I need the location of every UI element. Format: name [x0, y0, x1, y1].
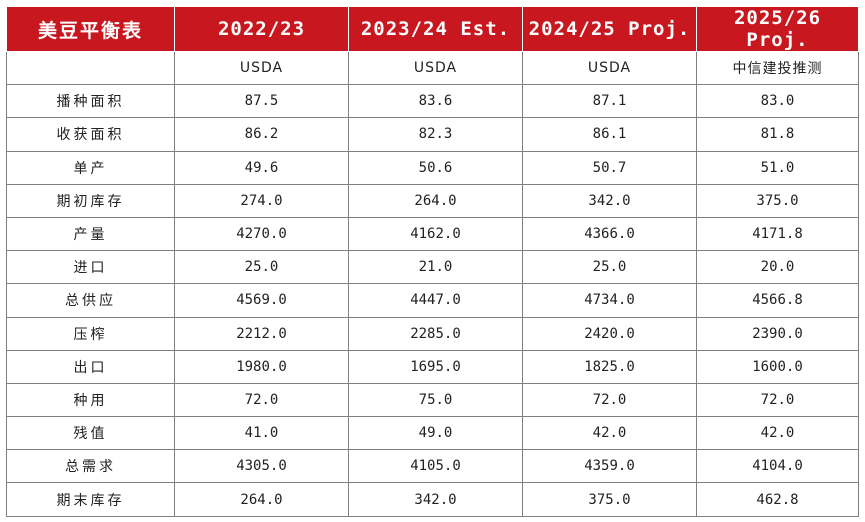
value-cell: 4366.0	[522, 216, 697, 252]
value-cell: 462.8	[696, 482, 859, 517]
value-cell: 264.0	[348, 183, 523, 218]
value-cell: 83.0	[696, 84, 859, 119]
table-row: 进口 25.0 21.0 25.0 20.0	[6, 250, 859, 285]
value-cell: 1825.0	[522, 349, 697, 384]
value-cell: 375.0	[522, 482, 697, 517]
row-label: 总需求	[6, 449, 175, 484]
row-label: 压榨	[6, 316, 175, 351]
value-cell: 20.0	[696, 250, 859, 285]
value-cell: 4171.8	[696, 216, 859, 252]
value-cell: 4569.0	[174, 283, 349, 318]
source-row: USDA USDA USDA 中信建投推测	[6, 50, 859, 86]
value-cell: 41.0	[174, 416, 349, 451]
source-cell: USDA	[174, 50, 349, 86]
value-cell: 50.6	[348, 150, 523, 185]
value-cell: 87.1	[522, 84, 697, 119]
value-cell: 2285.0	[348, 316, 523, 351]
column-header: 2022/23	[174, 6, 349, 52]
value-cell: 4270.0	[174, 216, 349, 252]
value-cell: 83.6	[348, 84, 523, 119]
row-label: 出口	[6, 349, 175, 384]
value-cell: 4566.8	[696, 283, 859, 318]
value-cell: 4734.0	[522, 283, 697, 318]
value-cell: 4447.0	[348, 283, 523, 318]
value-cell: 342.0	[522, 183, 697, 218]
table-row: 种用 72.0 75.0 72.0 72.0	[6, 382, 859, 418]
value-cell: 25.0	[522, 250, 697, 285]
value-cell: 21.0	[348, 250, 523, 285]
source-cell: USDA	[348, 50, 523, 86]
value-cell: 2420.0	[522, 316, 697, 351]
row-label: 产量	[6, 216, 175, 252]
value-cell: 81.8	[696, 117, 859, 152]
value-cell: 86.2	[174, 117, 349, 152]
value-cell: 1600.0	[696, 349, 859, 384]
table-row: 残值 41.0 49.0 42.0 42.0	[6, 416, 859, 451]
source-cell: 中信建投推测	[696, 50, 859, 86]
table-row: 单产 49.6 50.6 50.7 51.0	[6, 150, 859, 185]
header-row: 美豆平衡表 2022/23 2023/24 Est. 2024/25 Proj.…	[6, 6, 859, 52]
value-cell: 2212.0	[174, 316, 349, 351]
column-header: 2024/25 Proj.	[522, 6, 697, 52]
value-cell: 72.0	[696, 382, 859, 418]
table-title: 美豆平衡表	[6, 6, 175, 52]
table-row: 期末库存 264.0 342.0 375.0 462.8	[6, 482, 859, 517]
value-cell: 342.0	[348, 482, 523, 517]
table-row: 产量 4270.0 4162.0 4366.0 4171.8	[6, 216, 859, 252]
column-header: 2023/24 Est.	[348, 6, 523, 52]
value-cell: 4104.0	[696, 449, 859, 484]
value-cell: 49.0	[348, 416, 523, 451]
value-cell: 87.5	[174, 84, 349, 119]
column-header: 2025/26 Proj.	[696, 6, 859, 52]
table-row: 收获面积 86.2 82.3 86.1 81.8	[6, 117, 859, 152]
value-cell: 1980.0	[174, 349, 349, 384]
value-cell: 42.0	[522, 416, 697, 451]
row-label: 总供应	[6, 283, 175, 318]
value-cell: 375.0	[696, 183, 859, 218]
soybean-balance-table: 美豆平衡表 2022/23 2023/24 Est. 2024/25 Proj.…	[6, 6, 859, 517]
value-cell: 274.0	[174, 183, 349, 218]
table-row: 总需求 4305.0 4105.0 4359.0 4104.0	[6, 449, 859, 484]
value-cell: 42.0	[696, 416, 859, 451]
value-cell: 264.0	[174, 482, 349, 517]
table-row: 出口 1980.0 1695.0 1825.0 1600.0	[6, 349, 859, 384]
value-cell: 2390.0	[696, 316, 859, 351]
value-cell: 82.3	[348, 117, 523, 152]
value-cell: 4359.0	[522, 449, 697, 484]
value-cell: 4162.0	[348, 216, 523, 252]
value-cell: 75.0	[348, 382, 523, 418]
value-cell: 72.0	[174, 382, 349, 418]
table-row: 总供应 4569.0 4447.0 4734.0 4566.8	[6, 283, 859, 318]
row-label: 收获面积	[6, 117, 175, 152]
value-cell: 86.1	[522, 117, 697, 152]
row-label: 期初库存	[6, 183, 175, 218]
value-cell: 4305.0	[174, 449, 349, 484]
source-label-cell	[6, 50, 175, 86]
value-cell: 51.0	[696, 150, 859, 185]
table-row: 期初库存 274.0 264.0 342.0 375.0	[6, 183, 859, 218]
value-cell: 4105.0	[348, 449, 523, 484]
value-cell: 72.0	[522, 382, 697, 418]
value-cell: 1695.0	[348, 349, 523, 384]
row-label: 期末库存	[6, 482, 175, 517]
row-label: 种用	[6, 382, 175, 418]
value-cell: 25.0	[174, 250, 349, 285]
value-cell: 49.6	[174, 150, 349, 185]
row-label: 单产	[6, 150, 175, 185]
source-cell: USDA	[522, 50, 697, 86]
row-label: 播种面积	[6, 84, 175, 119]
table-row: 压榨 2212.0 2285.0 2420.0 2390.0	[6, 316, 859, 351]
value-cell: 50.7	[522, 150, 697, 185]
row-label: 残值	[6, 416, 175, 451]
row-label: 进口	[6, 250, 175, 285]
table-row: 播种面积 87.5 83.6 87.1 83.0	[6, 84, 859, 119]
